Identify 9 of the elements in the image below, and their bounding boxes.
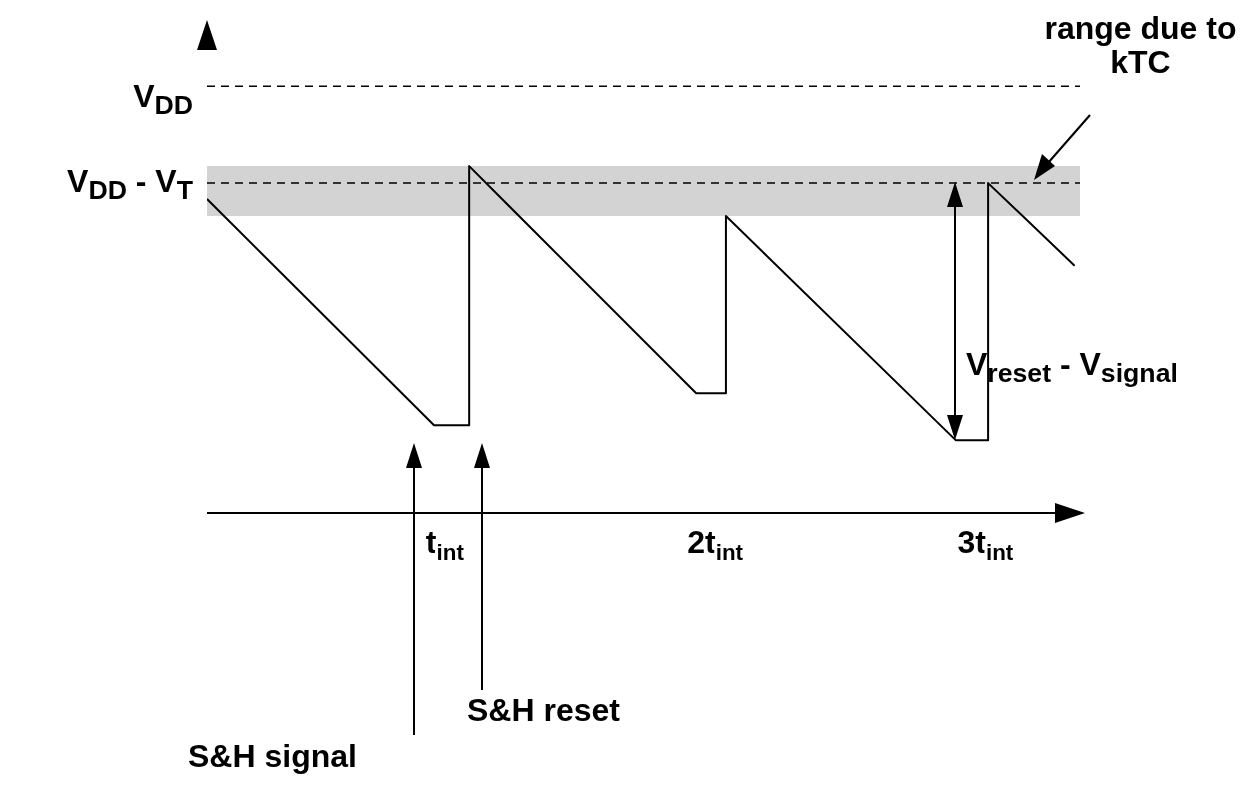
text: S&H signal: [188, 738, 357, 774]
x-tick-label: 2t$_{int}$: [687, 524, 744, 565]
band-label: range due to kTC: [1043, 10, 1238, 80]
text: S&H reset: [467, 692, 620, 728]
ref-line-label: V$_{DD}$ - V$_{T}$: [67, 163, 193, 206]
x-tick-label: t$_{int}$: [425, 524, 465, 565]
ref-line-label: V$_{DD}$: [133, 78, 193, 121]
annotation: V$_{reset}$ - V$_{signal}$: [966, 346, 1178, 389]
x-tick-label: 3t$_{int}$: [957, 524, 1014, 565]
